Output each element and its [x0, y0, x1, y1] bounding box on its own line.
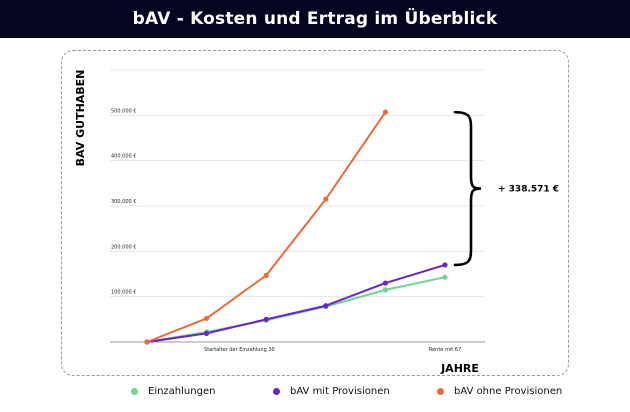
chart-legend: Einzahlungen bAV mit Provisionen bAV ohn…: [0, 386, 630, 404]
data-point-ohne-provisionen: [144, 339, 150, 345]
data-point-einzahlungen: [382, 287, 388, 293]
data-point-ohne-provisionen: [323, 196, 329, 202]
difference-brace: [453, 110, 482, 267]
y-axis-title: BAV GUTHABEN: [74, 70, 87, 167]
legend-marker-einzahlungen: [131, 388, 138, 395]
legend-label-ohne-provisionen: bAV ohne Provisionen: [454, 386, 563, 397]
difference-label: + 338.571 €: [498, 185, 559, 195]
legend-marker-mit-provisionen: [273, 388, 280, 395]
chart-panel: [61, 50, 569, 376]
y-tick-label: 300.000 €: [111, 199, 136, 205]
series-line-mit-provisionen: [146, 263, 446, 343]
x-tick-label: Startalter der Einzahlung 30: [204, 347, 275, 353]
y-tick-label: 400.000 €: [111, 154, 136, 160]
legend-item-ohne-provisionen: bAV ohne Provisionen: [437, 386, 562, 397]
data-point-einzahlungen: [442, 274, 448, 280]
data-point-mit-provisionen: [442, 262, 448, 268]
series-line-ohne-provisionen: [146, 111, 387, 343]
header-bar: bAV - Kosten und Ertrag im Überblick: [0, 0, 630, 38]
x-tick-label: Rente mit 67: [429, 347, 461, 353]
x-axis-title: JAHRE: [440, 362, 479, 375]
y-tick-label: 100.000 €: [111, 290, 136, 296]
data-point-ohne-provisionen: [263, 272, 269, 278]
legend-label-mit-provisionen: bAV mit Provisionen: [290, 386, 390, 397]
legend-item-mit-provisionen: bAV mit Provisionen: [273, 386, 390, 397]
y-tick-label: 500.000 €: [111, 108, 136, 114]
series-line-einzahlungen: [146, 276, 446, 343]
page-title: bAV - Kosten und Ertrag im Überblick: [132, 9, 498, 29]
data-point-mit-provisionen: [323, 303, 329, 309]
legend-item-einzahlungen: Einzahlungen: [131, 386, 215, 397]
legend-label-einzahlungen: Einzahlungen: [148, 386, 216, 397]
data-point-ohne-provisionen: [382, 109, 388, 115]
data-point-mit-provisionen: [204, 330, 210, 336]
y-tick-label: 200.000 €: [111, 244, 136, 250]
data-point-mit-provisionen: [382, 280, 388, 286]
legend-marker-ohne-provisionen: [437, 388, 444, 395]
data-point-ohne-provisionen: [204, 315, 210, 322]
data-point-mit-provisionen: [263, 316, 269, 322]
